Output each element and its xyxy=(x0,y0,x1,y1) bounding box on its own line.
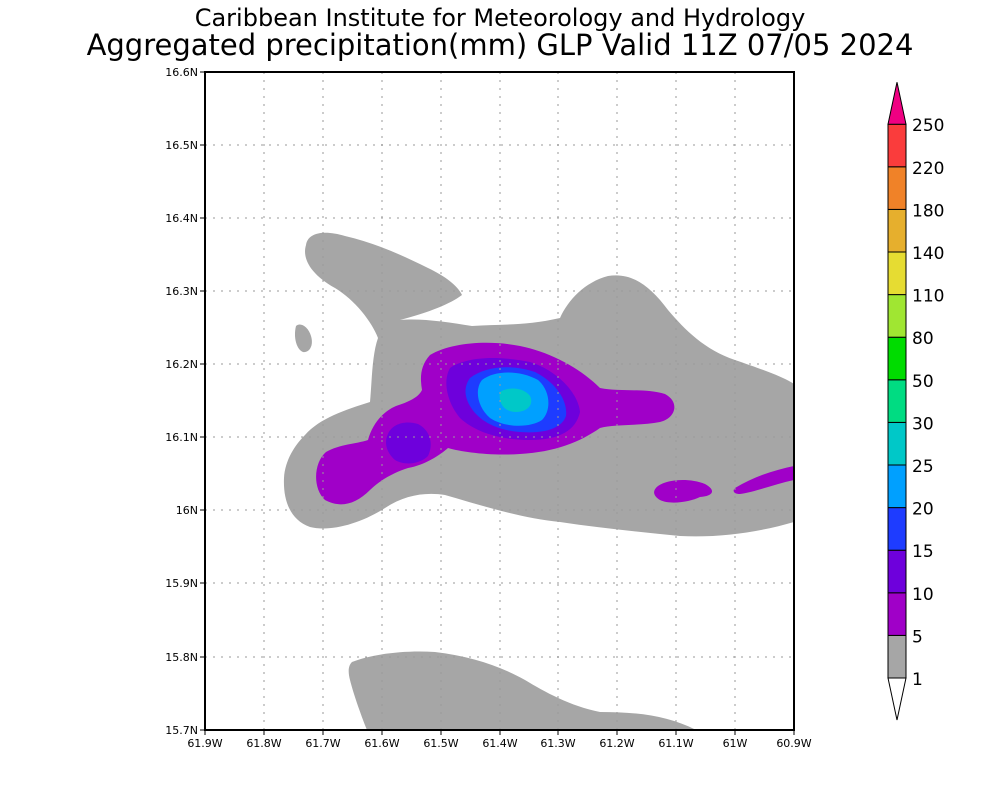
precip-area-1mm-islet xyxy=(294,324,312,353)
legend-swatch xyxy=(887,549,907,594)
legend-level-label: 110 xyxy=(912,287,944,307)
lat-label: 16.3N xyxy=(165,285,198,298)
legend-level-label: 5 xyxy=(912,627,923,647)
legend-level-label: 140 xyxy=(912,244,944,264)
legend-level-label: 220 xyxy=(912,159,944,179)
lat-label: 16.6N xyxy=(165,66,198,79)
lon-label: 60.9W xyxy=(776,737,811,750)
map-gridlines xyxy=(205,72,794,730)
legend-swatch xyxy=(887,294,907,338)
lon-label: 61.2W xyxy=(599,737,634,750)
legend-lower-triangle xyxy=(887,677,907,721)
lat-label: 15.8N xyxy=(165,651,198,664)
lat-label: 15.9N xyxy=(165,577,198,590)
precip-area-25mm xyxy=(499,388,532,412)
lon-label: 61.3W xyxy=(540,737,575,750)
legend-level-label: 30 xyxy=(912,414,934,434)
legend-level-label: 80 xyxy=(912,329,934,349)
legend-upper-triangle xyxy=(887,82,907,125)
lat-label: 15.7N xyxy=(165,724,198,737)
precip-area-5mm-east-b xyxy=(733,466,794,494)
lon-label: 61.8W xyxy=(246,737,281,750)
legend-swatch xyxy=(887,208,907,253)
lat-label: 16.4N xyxy=(165,212,198,225)
lat-label: 16N xyxy=(176,504,198,517)
legend-level-label: 20 xyxy=(912,500,934,520)
legend-swatch xyxy=(887,166,907,210)
axis-ticks xyxy=(200,71,795,735)
legend-level-label: 250 xyxy=(912,116,944,136)
legend-swatch xyxy=(887,251,907,296)
legend-level-label: 25 xyxy=(912,457,934,477)
precip-area-1mm-south xyxy=(348,651,696,730)
legend-swatch xyxy=(887,592,907,636)
legend-level-label: 10 xyxy=(912,585,934,605)
lon-label: 61.7W xyxy=(305,737,340,750)
legend-swatch xyxy=(887,336,907,381)
legend-swatch xyxy=(887,421,907,466)
legend-swatch xyxy=(887,123,907,168)
longitude-labels: 61.9W 61.8W 61.7W 61.6W 61.5W 61.4W 61.3… xyxy=(187,737,811,750)
lon-label: 61.5W xyxy=(423,737,458,750)
lon-label: 61.9W xyxy=(187,737,222,750)
precip-area-5mm-east-a xyxy=(654,480,713,503)
lon-label: 61.1W xyxy=(658,737,693,750)
lon-label: 61.4W xyxy=(482,737,517,750)
legend-level-label: 180 xyxy=(912,201,944,221)
legend-level-label: 15 xyxy=(912,542,934,562)
legend-level-label: 50 xyxy=(912,372,934,392)
lat-label: 16.2N xyxy=(165,358,198,371)
lon-label: 61.6W xyxy=(364,737,399,750)
precipitation-field xyxy=(283,232,794,730)
legend-level-label: 1 xyxy=(912,670,923,690)
institute-title: Caribbean Institute for Meteorology and … xyxy=(194,4,806,32)
lat-label: 16.1N xyxy=(165,431,198,444)
lat-label: 16.5N xyxy=(165,139,198,152)
legend-swatch xyxy=(887,464,907,509)
precip-area-10mm-west xyxy=(386,422,431,464)
product-title: Aggregated precipitation(mm) GLP Valid 1… xyxy=(86,28,914,62)
lon-label: 61W xyxy=(723,737,748,750)
legend-swatch xyxy=(887,634,907,679)
latitude-labels: 16.6N 16.5N 16.4N 16.3N 16.2N 16.1N 16N … xyxy=(165,66,198,737)
legend-swatch xyxy=(887,379,907,423)
legend-swatch xyxy=(887,507,907,551)
